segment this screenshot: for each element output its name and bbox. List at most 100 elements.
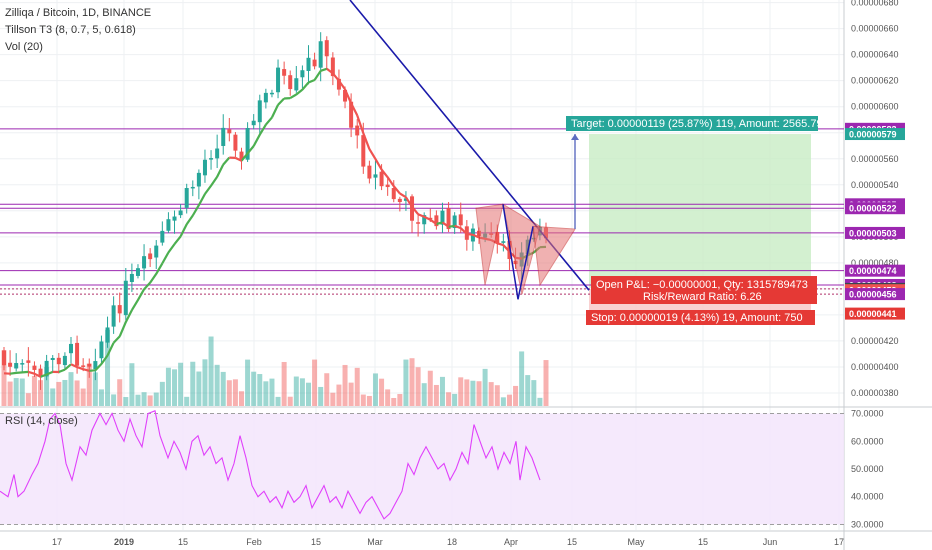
time-tick-label: Jun	[763, 537, 778, 547]
candle-body	[160, 230, 165, 243]
candle-body	[403, 198, 408, 201]
candle-body	[391, 188, 396, 200]
candle-body	[239, 151, 244, 160]
volume-bar	[409, 358, 415, 406]
price-tick-label: 0.00000660	[851, 24, 899, 34]
price-tick-label: 0.00000400	[851, 362, 899, 372]
time-tick-label: 18	[447, 537, 457, 547]
pattern-drawing[interactable]	[475, 134, 579, 300]
candle-body	[178, 210, 183, 216]
candle-body	[349, 101, 354, 128]
candle-body	[111, 305, 116, 327]
time-tick-label: May	[627, 537, 645, 547]
indicator-vol-label: Vol (20)	[5, 41, 43, 53]
stop-label-box: Stop: 0.00000019 (4.13%) 19, Amount: 750	[586, 310, 815, 325]
symbol-title: Zilliqa / Bitcoin, 1D, BINANCE	[5, 7, 152, 19]
volume-bar	[275, 396, 281, 406]
volume-bar	[251, 371, 257, 406]
volume-bar	[19, 378, 25, 406]
volume-bar	[159, 381, 165, 406]
candle-body	[343, 89, 348, 102]
price-badge	[845, 288, 905, 301]
candle-body	[2, 350, 6, 366]
candle-body	[221, 127, 226, 146]
candle-body	[32, 365, 37, 370]
pattern-triangle	[532, 225, 576, 287]
price-tick-label: 0.00000540	[851, 180, 899, 190]
candle-body	[422, 215, 427, 225]
pnl-label: Open P&L: −0.00000001, Qty: 1315789473	[596, 279, 808, 291]
candle-body	[148, 253, 153, 260]
time-tick-label: Apr	[504, 537, 518, 547]
candle-body	[410, 196, 415, 221]
candle-body	[26, 360, 31, 363]
time-tick-label: 17	[52, 537, 62, 547]
time-tick-label: Feb	[246, 537, 262, 547]
candle-body	[172, 216, 177, 221]
volume-bar	[190, 361, 196, 406]
candle-body	[8, 362, 13, 367]
volume-bar	[433, 384, 439, 406]
rsi-panel	[0, 410, 844, 525]
candle-body	[38, 368, 43, 377]
price-badges: 0.000005830.000005790.000005250.00000522…	[845, 122, 905, 320]
price-tick-label: 0.00000380	[851, 388, 899, 398]
candle-body	[196, 172, 201, 187]
price-tick-label: 0.00000640	[851, 50, 899, 60]
volume-bar	[50, 388, 56, 406]
volume-bar	[366, 395, 372, 406]
candle-body	[227, 129, 232, 134]
volume-bar	[153, 392, 159, 406]
candle-body	[184, 188, 189, 208]
volume-bar	[397, 394, 403, 406]
volume-bar	[519, 351, 525, 406]
volume-bar	[494, 385, 500, 406]
candle-body	[129, 273, 134, 282]
volume-bar	[421, 383, 427, 406]
volume-bar	[98, 389, 104, 406]
volume-bar	[245, 359, 251, 406]
volume-bar	[513, 385, 519, 406]
candle-body	[324, 40, 329, 57]
candle-body	[81, 365, 86, 367]
candle-body	[385, 184, 390, 188]
target-arrowhead	[571, 134, 579, 141]
volume-bar	[263, 381, 269, 406]
time-tick-label: 15	[178, 537, 188, 547]
candle-body	[87, 363, 92, 367]
volume-bar	[31, 375, 37, 406]
candle-body	[361, 135, 366, 167]
price-badge-text: 0.00000503	[849, 228, 897, 238]
volume-bar	[25, 393, 31, 406]
volume-bar	[531, 380, 537, 406]
price-badge	[845, 264, 905, 277]
volume-bar	[439, 376, 445, 406]
candle-body	[117, 305, 122, 314]
candle-body	[215, 148, 220, 159]
candle-body	[288, 75, 293, 90]
volume-bar	[299, 378, 305, 406]
volume-bar	[62, 379, 68, 406]
candle-body	[300, 70, 305, 78]
candle-body	[446, 208, 451, 230]
candle-body	[56, 357, 61, 365]
price-badge	[845, 202, 905, 215]
t3-line-green	[9, 67, 547, 378]
time-tick-label: 15	[698, 537, 708, 547]
candle-body	[263, 92, 268, 103]
volume-bar	[312, 359, 318, 406]
volume-bar	[208, 336, 214, 406]
volume-bar	[403, 359, 409, 406]
volume-bar	[464, 379, 470, 406]
candle-body	[276, 67, 281, 93]
volume-bar	[86, 363, 92, 406]
volume-bar	[196, 371, 202, 406]
volume-bar	[13, 378, 19, 406]
volume-bar	[68, 372, 74, 406]
volume-bar	[342, 364, 348, 406]
volume-bar	[470, 380, 476, 406]
price-badge-text: 0.00000474	[849, 266, 897, 276]
candle-body	[355, 125, 360, 136]
candle-body	[434, 215, 439, 227]
